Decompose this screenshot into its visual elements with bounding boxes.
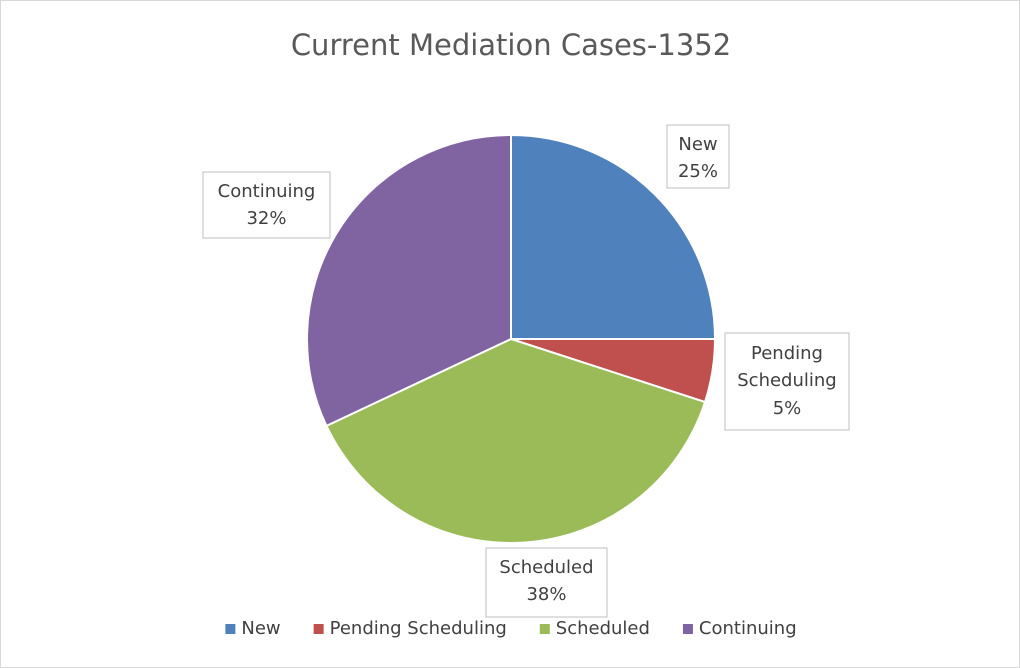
- pie-slice: [306, 133, 512, 428]
- legend-label: Continuing: [699, 618, 797, 639]
- pie-slice: [325, 337, 707, 544]
- callout-box: [666, 124, 730, 189]
- callout-value: 5%: [773, 398, 802, 419]
- callout-value: 38%: [526, 584, 566, 605]
- callout-box: [202, 171, 331, 239]
- callout-category: Pending Scheduling: [737, 343, 836, 391]
- legend-label: Scheduled: [556, 618, 650, 639]
- legend-label: Pending Scheduling: [330, 618, 507, 639]
- callout-value: 25%: [678, 161, 718, 182]
- callout-category: Scheduled: [499, 557, 593, 578]
- callout-box: [485, 547, 608, 618]
- callout-category: Continuing: [218, 181, 316, 202]
- pie-slice: [510, 133, 717, 340]
- callout-box: [724, 332, 850, 431]
- legend-label: New: [241, 618, 280, 639]
- legend-swatch: [682, 624, 693, 634]
- chart-title: Current Mediation Cases-1352: [291, 28, 731, 62]
- legend-swatch: [539, 624, 550, 634]
- callout-category: New: [678, 134, 717, 155]
- legend-swatch: [313, 624, 324, 634]
- callout-value: 32%: [246, 208, 286, 229]
- legend-swatch: [225, 624, 236, 634]
